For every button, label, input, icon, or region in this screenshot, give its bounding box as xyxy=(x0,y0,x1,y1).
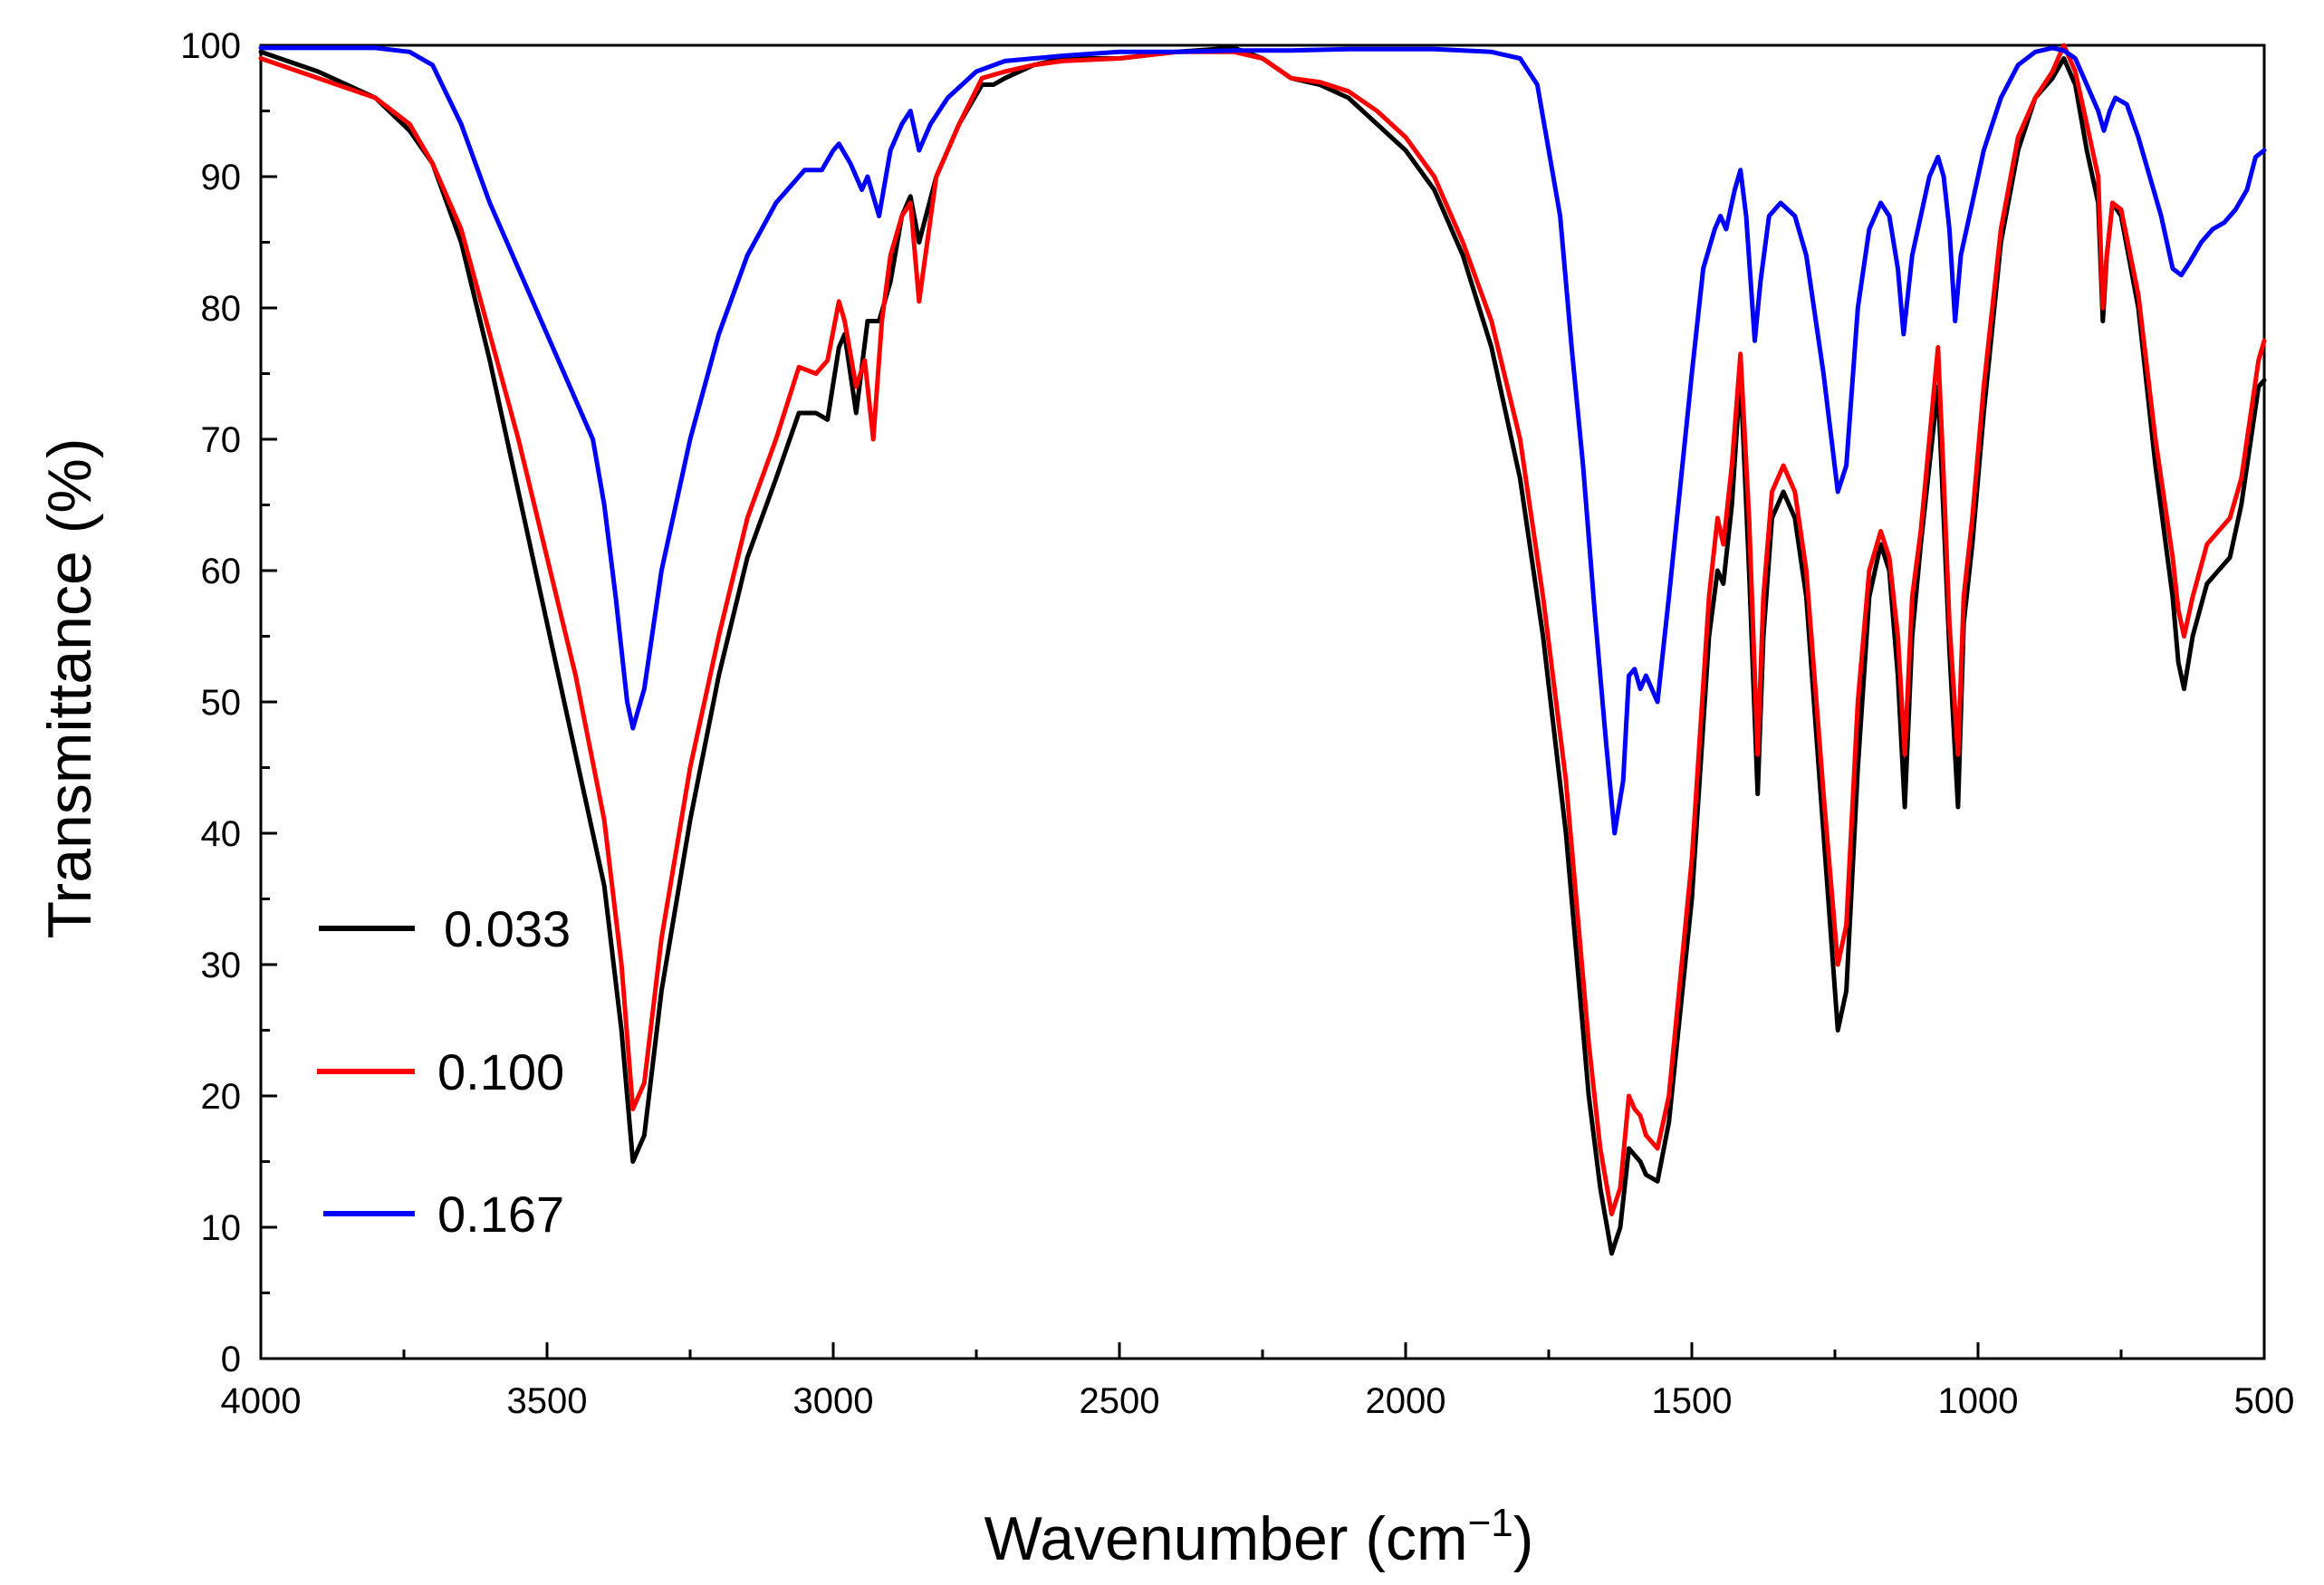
x-tick-label: 2500 xyxy=(1080,1381,1160,1421)
x-tick-label: 500 xyxy=(2234,1381,2295,1421)
x-tick-label: 4000 xyxy=(221,1381,302,1421)
series-line-0.033 xyxy=(258,45,2267,1256)
legend-label-0.033: 0.033 xyxy=(444,900,571,957)
series-line-0.100 xyxy=(258,43,2267,1216)
y-tick-label: 80 xyxy=(201,289,242,329)
y-tick-label: 60 xyxy=(201,552,242,591)
x-tick-label: 3500 xyxy=(507,1381,588,1421)
x-tick-label: 2000 xyxy=(1366,1381,1446,1421)
y-tick-label: 20 xyxy=(201,1077,242,1117)
legend-label-0.167: 0.167 xyxy=(437,1186,564,1243)
y-tick-label: 90 xyxy=(201,158,242,197)
legend-label-0.100: 0.100 xyxy=(437,1043,564,1100)
y-tick-label: 0 xyxy=(221,1340,241,1379)
y-tick-label: 30 xyxy=(201,946,242,985)
y-tick-label: 10 xyxy=(201,1208,242,1248)
x-tick-label: 1500 xyxy=(1652,1381,1733,1421)
y-tick-label: 100 xyxy=(180,26,241,66)
legend: 0.033 0.100 0.167 xyxy=(317,900,571,1243)
x-tick-label: 1000 xyxy=(1938,1381,2019,1421)
series-lines xyxy=(258,43,2267,1256)
y-axis-title: Transmittance (%) xyxy=(35,438,104,939)
x-axis-title: Wavenumber (cm−1) xyxy=(984,1501,1534,1573)
y-tick-label: 40 xyxy=(201,814,242,854)
series-line-0.167 xyxy=(258,45,2267,836)
x-tick-label: 3000 xyxy=(793,1381,874,1421)
y-tick-label: 50 xyxy=(201,683,242,723)
axis-ticks: 4000 3500 3000 2500 2000 1500 1000 500 0 10 20 30 40… xyxy=(180,26,2294,1421)
y-tick-label: 70 xyxy=(201,420,242,460)
